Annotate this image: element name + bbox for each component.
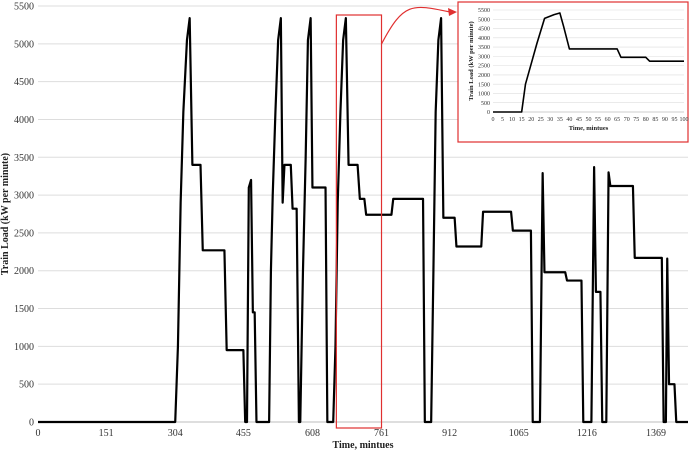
inset-y-ticks: 0 500 1000 1500 2000 2500 3000 3500 4000 4500 5000…: [478, 8, 490, 116]
y-tick-label: 1500: [14, 304, 34, 315]
x-tick-label: 45: [576, 117, 582, 123]
y-tick-label: 500: [19, 380, 34, 391]
series-line: [493, 12, 684, 113]
x-tick-label: 912: [442, 428, 457, 439]
x-tick-label: 0: [36, 428, 41, 439]
x-tick-label: 50: [586, 117, 592, 123]
series-line: [38, 17, 688, 424]
x-tick-label: 100: [680, 117, 689, 123]
y-tick-label: 500: [481, 101, 490, 107]
zoom-arrow: [380, 6, 451, 45]
main-series: [38, 17, 688, 424]
x-tick-label: 15: [519, 117, 525, 123]
y-tick-label: 5500: [14, 2, 34, 13]
main-x-ticks: 0 151 304 455 608 761 912 1065 1216 1369: [36, 428, 666, 439]
y-tick-label: 3500: [14, 153, 34, 164]
x-tick-label: 95: [671, 117, 677, 123]
x-tick-label: 455: [236, 428, 251, 439]
zoom-highlight-box: [335, 14, 383, 429]
x-tick-label: 30: [547, 117, 553, 123]
y-tick-label: 3000: [478, 54, 490, 60]
x-tick-label: 60: [605, 117, 611, 123]
x-tick-label: 5: [501, 117, 504, 123]
main-y-axis-title: Train Load (kW per minute): [0, 153, 11, 275]
y-tick-label: 5500: [478, 8, 490, 14]
x-tick-label: 65: [614, 117, 620, 123]
y-tick-label: 0: [487, 110, 490, 116]
y-tick-label: 1500: [478, 82, 490, 88]
y-tick-label: 5000: [478, 17, 490, 23]
inset-chart: 0500100015002000250030003500400045005000…: [457, 1, 689, 143]
x-tick-label: 608: [305, 428, 320, 439]
y-tick-label: 3500: [478, 45, 490, 51]
y-tick-label: 5000: [14, 39, 34, 50]
y-tick-label: 2000: [14, 266, 34, 277]
main-y-ticks: 0 500 1000 1500 2000 2500 3000 3500 4000 4500 5000…: [14, 2, 34, 429]
inset-frame: [457, 1, 689, 143]
y-tick-label: 4500: [14, 77, 34, 88]
inset-grid: [493, 9, 684, 104]
y-tick-label: 3000: [14, 191, 34, 202]
x-tick-label: 80: [643, 117, 649, 123]
y-tick-label: 1000: [478, 92, 490, 98]
y-tick-label: 4000: [14, 115, 34, 126]
zoom-arrowhead-icon: [448, 8, 457, 16]
x-tick-label: 75: [633, 117, 639, 123]
x-tick-label: 25: [538, 117, 544, 123]
y-tick-label: 2500: [14, 228, 34, 239]
x-tick-label: 761: [374, 428, 389, 439]
y-tick-label: 4000: [478, 36, 490, 42]
x-tick-label: 1216: [577, 428, 597, 439]
inset-x-axis-title: Time, mintues: [569, 125, 609, 132]
x-tick-label: 20: [528, 117, 534, 123]
x-tick-label: 40: [566, 117, 572, 123]
y-tick-label: 2500: [478, 64, 490, 70]
x-tick-label: 35: [557, 117, 563, 123]
main-x-axis-title: Time, mintues: [333, 440, 394, 451]
x-tick-label: 85: [652, 117, 658, 123]
y-tick-label: 0: [29, 418, 34, 429]
x-tick-label: 1065: [509, 428, 529, 439]
x-tick-label: 151: [99, 428, 114, 439]
x-tick-label: 1369: [646, 428, 666, 439]
x-tick-label: 70: [624, 117, 630, 123]
inset-x-ticks: 0 5 10 15 20 25 30 35 40 45 50 55 60 65 70 75 80 85 90 95 10…: [492, 117, 689, 123]
y-tick-label: 4500: [478, 27, 490, 33]
x-tick-label: 304: [168, 428, 183, 439]
inset-series: [493, 12, 684, 113]
y-tick-label: 1000: [14, 342, 34, 353]
x-tick-label: 0: [492, 117, 495, 123]
x-tick-label: 55: [595, 117, 601, 123]
y-tick-label: 2000: [478, 73, 490, 79]
x-tick-label: 90: [662, 117, 668, 123]
inset-y-axis-title: Train Load (kW per minute): [468, 21, 475, 100]
x-tick-label: 10: [509, 117, 515, 123]
